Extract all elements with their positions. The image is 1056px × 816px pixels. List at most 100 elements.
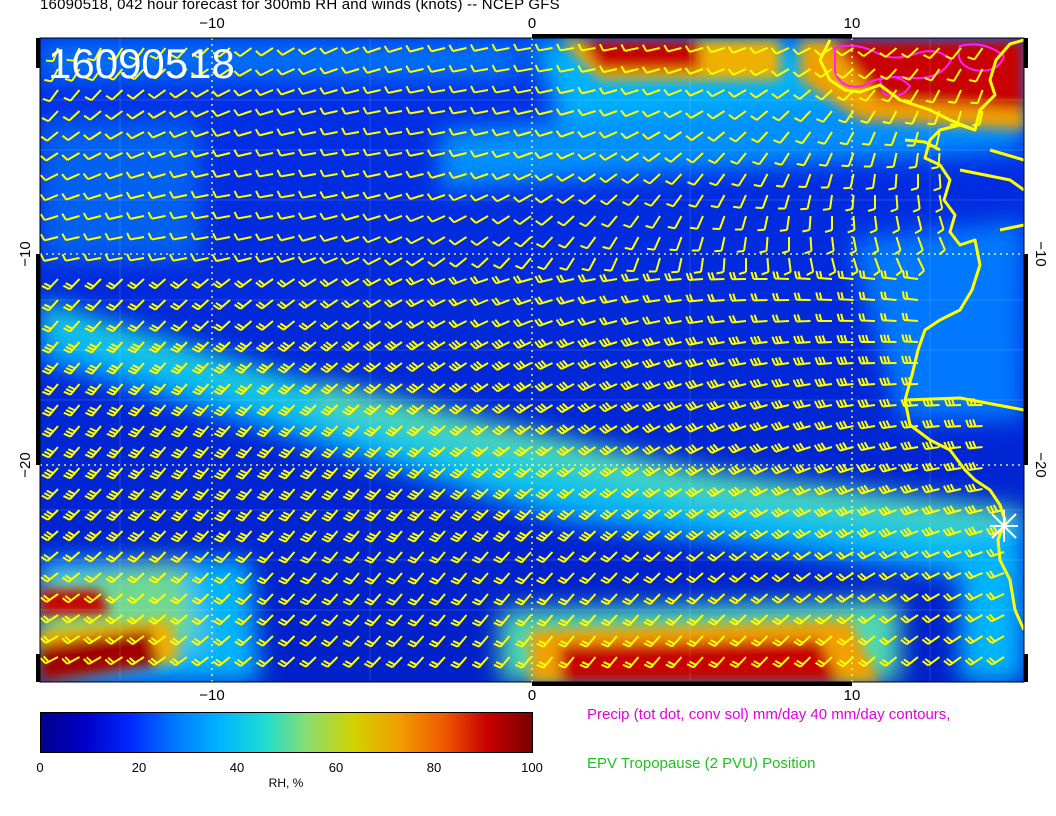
wind-barb-icon [276, 148, 295, 157]
wind-barb-icon [127, 362, 145, 375]
wind-barb-icon [577, 317, 596, 327]
wind-barb-icon [470, 85, 489, 94]
wind-barb-icon [469, 150, 489, 158]
wind-barb-icon [878, 527, 897, 538]
wind-barb-icon [406, 425, 425, 437]
wind-barb-icon [276, 190, 295, 199]
wind-barb-icon [255, 656, 274, 668]
wind-barb-icon [342, 656, 360, 668]
wind-barb-icon [320, 341, 339, 352]
wind-barb-icon [362, 191, 381, 200]
wind-barb-icon [620, 466, 640, 477]
wind-barb-icon [706, 336, 725, 346]
wind-barb-icon [493, 530, 511, 543]
wind-barb-icon [276, 47, 295, 56]
wind-barb-icon [577, 380, 596, 392]
wind-barb-icon [795, 131, 812, 145]
wind-barb-icon [684, 67, 704, 75]
wind-barb-icon [255, 320, 274, 331]
wind-barb-icon [603, 257, 618, 272]
wind-barb-icon [405, 192, 424, 201]
wind-barb-icon [923, 47, 941, 60]
wind-barb-icon [965, 397, 983, 407]
wind-barb-icon [297, 256, 317, 264]
wind-barb-icon [407, 488, 425, 501]
wind-barb-icon [579, 656, 597, 669]
wind-barb-icon [127, 509, 145, 522]
wind-barb-icon [298, 362, 317, 374]
wind-barb-icon [298, 341, 317, 352]
wind-barb-icon [879, 312, 897, 322]
wind-barb-icon [63, 488, 81, 501]
wind-barb-icon [148, 68, 167, 80]
lon-tick-top-1: −10 [199, 15, 224, 32]
wind-barb-icon [836, 635, 855, 646]
wind-barb-icon [557, 236, 575, 249]
wind-barb-icon [749, 378, 768, 389]
wind-barb-icon [921, 593, 940, 602]
wind-barb-icon [749, 486, 768, 497]
wind-barb-icon [534, 64, 553, 73]
wind-barb-icon [297, 87, 317, 96]
wind-barb-icon [642, 273, 661, 282]
wind-barb-icon [321, 593, 339, 606]
wind-barb-icon [708, 152, 726, 165]
wind-barb-icon [641, 358, 661, 369]
wind-barb-icon [148, 299, 167, 311]
wind-barb-icon [61, 253, 80, 262]
wind-barb-icon [664, 152, 683, 163]
wind-barb-icon [104, 192, 123, 200]
wind-barb-icon [40, 152, 59, 162]
wind-barb-icon [621, 509, 640, 520]
wind-barb-icon [192, 446, 210, 459]
wind-barb-icon [644, 194, 661, 207]
wind-barb-icon [712, 215, 726, 231]
wind-barb-icon [685, 572, 704, 584]
wind-barb-icon [82, 212, 102, 221]
wind-barb-icon [254, 233, 274, 242]
wind-barb-icon [298, 148, 317, 157]
wind-barb-icon [362, 299, 382, 309]
wind-barb-icon [255, 211, 274, 220]
wind-barb-icon [256, 404, 274, 417]
wind-barb-icon [125, 131, 145, 140]
wind-barb-icon [364, 467, 382, 480]
wind-barb-icon [149, 509, 167, 522]
wind-barb-icon [342, 593, 360, 606]
colorbar-tick-0: 0 [36, 760, 44, 775]
wind-barb-icon [775, 173, 790, 188]
wind-barb-icon [63, 320, 81, 333]
wind-barb-icon [736, 236, 747, 253]
wind-barb-icon [298, 299, 317, 309]
wind-barb-icon [428, 488, 446, 501]
wind-barb-icon [671, 257, 683, 274]
wind-barb-icon [106, 467, 124, 480]
wind-barb-icon [512, 194, 532, 203]
wind-barb-icon [512, 381, 532, 393]
wind-barb-icon [857, 593, 876, 603]
wind-barb-icon [450, 656, 468, 669]
wind-barb-icon [555, 402, 575, 414]
wind-barb-icon [663, 66, 682, 75]
wind-barb-icon [837, 89, 855, 102]
wind-barb-icon [147, 635, 167, 646]
wind-barb-icon [599, 43, 618, 52]
wind-barb-icon [880, 270, 897, 280]
wind-barb-icon [278, 446, 296, 459]
lon-tick-bottom-2: 0 [528, 687, 536, 700]
wind-barb-icon [836, 291, 854, 301]
wind-barb-icon [534, 43, 553, 52]
wind-barb-icon [213, 467, 231, 480]
wind-barb-icon [491, 319, 510, 328]
wind-barb-icon [234, 320, 253, 332]
wind-barb-icon [534, 359, 553, 371]
wind-barb-icon [256, 530, 274, 543]
wind-barb-icon [212, 68, 231, 78]
wind-barb-icon [814, 377, 833, 387]
wind-barb-icon [856, 463, 876, 473]
wind-barb-icon [598, 380, 618, 391]
wind-barb-icon [936, 215, 945, 235]
wind-barb-icon [622, 593, 640, 606]
wind-barb-icon [84, 446, 102, 459]
wind-barb-icon [276, 88, 295, 96]
